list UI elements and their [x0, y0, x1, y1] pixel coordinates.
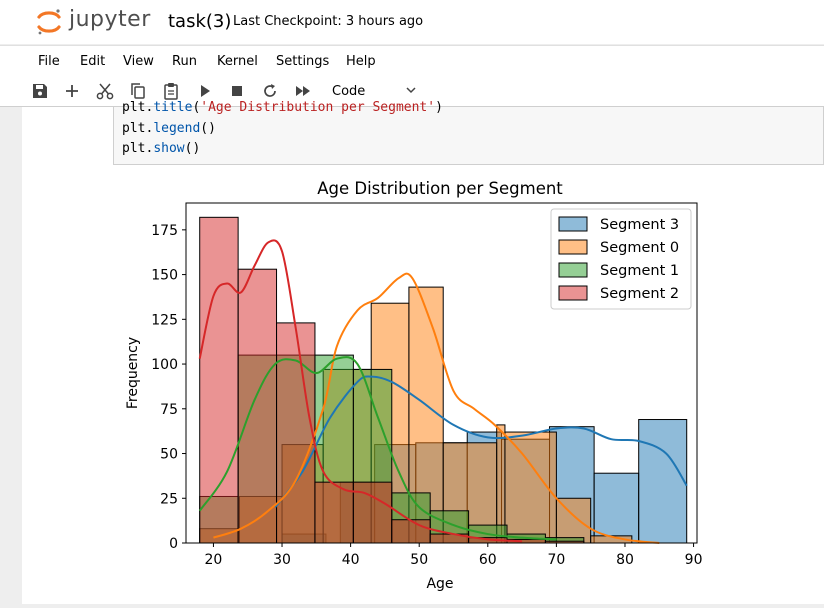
x-tick-label: 40 — [342, 552, 360, 568]
kde-line — [274, 375, 688, 508]
add-icon[interactable] — [62, 81, 82, 101]
menu-help[interactable]: Help — [346, 54, 376, 69]
menu-bar: File Edit View Run Kernel Settings Help — [0, 45, 824, 77]
histogram-bar — [199, 216, 239, 544]
code-line-title: plt.title('Age Distribution per Segment'… — [122, 100, 443, 115]
y-tick-label: 75 — [160, 402, 178, 418]
cell-type-select[interactable]: Code — [332, 84, 366, 99]
x-tick-label: 90 — [685, 552, 703, 568]
menu-settings[interactable]: Settings — [276, 54, 330, 69]
x-tick-label: 60 — [479, 552, 497, 568]
legend-swatch — [558, 216, 588, 232]
run-icon[interactable] — [195, 81, 215, 101]
jupyter-wordmark[interactable]: jupyter — [69, 7, 151, 32]
save-icon[interactable] — [30, 81, 50, 101]
header: jupyter task(3) Last Checkpoint: 3 hours… — [0, 0, 824, 44]
legend-label: Segment 1 — [600, 263, 679, 279]
stop-icon[interactable] — [227, 81, 247, 101]
axes-frame — [185, 202, 698, 544]
fast-forward-icon[interactable] — [293, 81, 313, 101]
x-tick-label: 70 — [547, 552, 565, 568]
x-tick-label: 30 — [273, 552, 291, 568]
histogram-bar — [276, 322, 316, 544]
legend-label: Segment 3 — [600, 217, 679, 233]
x-tick-label: 80 — [616, 552, 634, 568]
legend-swatch — [558, 262, 588, 278]
jupyter-logo-icon[interactable] — [36, 8, 156, 36]
x-axis-label: Age — [426, 576, 453, 592]
menu-edit[interactable]: Edit — [80, 54, 106, 69]
menu-view[interactable]: View — [123, 54, 154, 69]
kde-line — [213, 272, 660, 544]
y-tick-label: 100 — [151, 357, 178, 373]
menu-kernel[interactable]: Kernel — [217, 54, 258, 69]
histogram-chart: Age Distribution per Segment 20 30 40 50 60 7… — [125, 179, 703, 592]
toolbar: Code — [0, 76, 824, 107]
legend-swatch — [558, 285, 588, 301]
kde-line — [198, 356, 557, 541]
y-tick-label: 125 — [151, 312, 178, 328]
y-tick-label: 150 — [151, 268, 178, 284]
histogram-bar — [593, 472, 640, 544]
cell-output: Age Distribution per Segment 20 30 40 50 60 7… — [113, 165, 824, 604]
code-line-legend: plt.legend() — [122, 121, 216, 136]
histogram-bar — [237, 268, 278, 544]
legend-swatch — [558, 239, 588, 255]
histogram-bar — [391, 519, 431, 544]
checkpoint-status: Last Checkpoint: 3 hours ago — [233, 14, 424, 29]
y-tick-label: 175 — [151, 223, 178, 239]
x-tick-label: 20 — [205, 552, 223, 568]
chevron-down-icon[interactable] — [404, 83, 418, 97]
restart-icon[interactable] — [260, 81, 280, 101]
cut-icon[interactable] — [95, 81, 115, 101]
code-line-show: plt.show() — [122, 141, 201, 156]
notebook-page: plt.title('Age Distribution per Segment'… — [22, 100, 824, 604]
y-tick-label: 25 — [160, 491, 178, 507]
menu-file[interactable]: File — [38, 54, 60, 69]
x-tick-label: 50 — [410, 552, 428, 568]
y-axis-label: Frequency — [125, 337, 141, 409]
code-cell-input[interactable]: plt.title('Age Distribution per Segment'… — [113, 100, 824, 165]
y-tick-label: 50 — [160, 447, 178, 463]
legend-label: Segment 2 — [600, 286, 679, 302]
kde-line — [198, 239, 523, 543]
copy-icon[interactable] — [128, 81, 148, 101]
chart-title: Age Distribution per Segment — [317, 179, 563, 198]
legend-box — [550, 208, 692, 310]
paste-icon[interactable] — [161, 81, 181, 101]
chart-legend: Segment 3 Segment 0 Segment 1 Segment 2 — [550, 208, 692, 310]
legend-label: Segment 0 — [600, 240, 679, 256]
y-tick-label: 0 — [169, 536, 178, 552]
histogram-bar — [638, 419, 688, 544]
menu-run[interactable]: Run — [172, 54, 197, 69]
notebook-title[interactable]: task(3) — [168, 11, 232, 32]
